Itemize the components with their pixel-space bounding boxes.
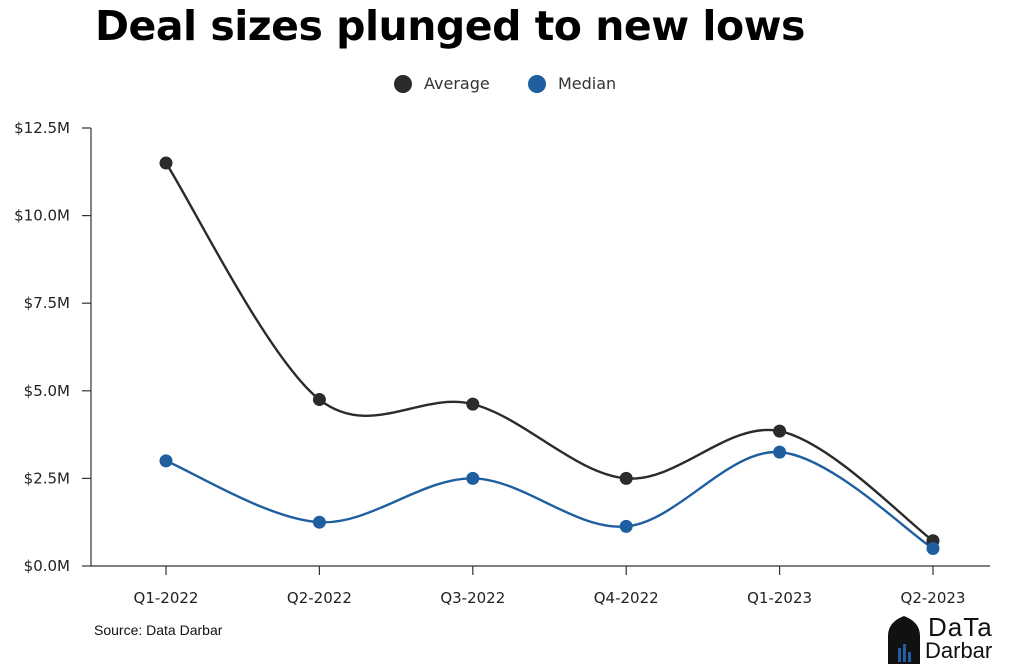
- median-data-point: [773, 445, 787, 459]
- average-data-point: [619, 471, 633, 485]
- y-tick-label: $12.5M: [14, 119, 70, 137]
- axes: $0.0M $2.5M $5.0M $7.5M $10.0M $12.5M Q1-2022 Q…: [14, 119, 990, 607]
- x-tick-label: Q4-2022: [594, 589, 659, 607]
- legend-label-average: Average: [424, 74, 490, 93]
- legend: Average Median: [394, 74, 616, 93]
- source-note: Source: Data Darbar: [94, 622, 223, 638]
- median-data-point: [619, 519, 633, 533]
- average-data-point: [159, 156, 173, 170]
- series-points: [159, 156, 940, 555]
- average-data-point: [773, 424, 787, 438]
- x-tick-label: Q1-2023: [747, 589, 812, 607]
- median-data-point: [312, 515, 326, 529]
- y-tick-label: $7.5M: [24, 294, 70, 312]
- median-data-point: [159, 454, 173, 468]
- logo-text-darbar: Darbar: [925, 638, 993, 663]
- legend-label-median: Median: [558, 74, 616, 93]
- chart-title: Deal sizes plunged to new lows: [95, 2, 805, 50]
- x-tick-label: Q2-2023: [901, 589, 966, 607]
- logo-text-data: DaTa: [928, 612, 993, 642]
- y-tick-label: $0.0M: [24, 557, 70, 575]
- average-data-point: [312, 393, 326, 407]
- legend-marker-median: [528, 75, 546, 93]
- darbar-dome-icon: [888, 616, 920, 664]
- series-lines: [164, 162, 934, 550]
- average-data-point: [466, 397, 480, 411]
- median-data-point: [926, 541, 940, 555]
- median-series-line: [165, 450, 934, 550]
- data-darbar-logo: DaTa Darbar: [884, 612, 1009, 664]
- legend-marker-average: [394, 75, 412, 93]
- x-tick-label: Q2-2022: [287, 589, 352, 607]
- average-series-line: [164, 162, 934, 542]
- x-tick-label: Q1-2022: [134, 589, 199, 607]
- y-tick-label: $2.5M: [24, 469, 70, 487]
- x-tick-label: Q3-2022: [440, 589, 505, 607]
- median-data-point: [466, 471, 480, 485]
- y-tick-label: $10.0M: [14, 207, 70, 225]
- y-tick-label: $5.0M: [24, 382, 70, 400]
